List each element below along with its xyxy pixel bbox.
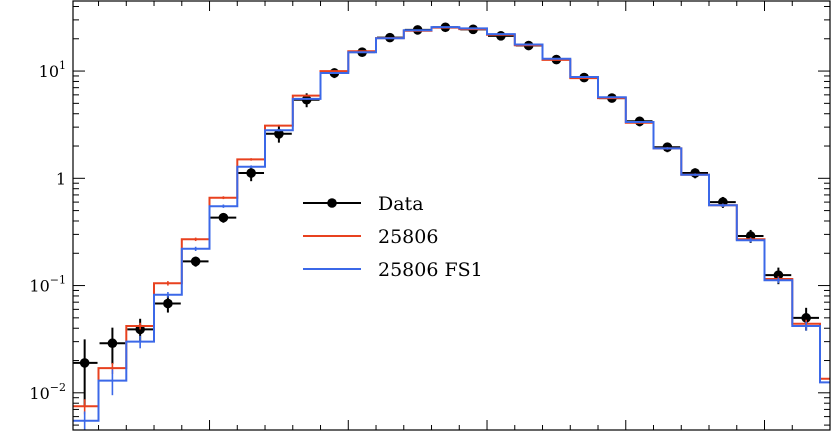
y-tick-label: 1: [56, 169, 66, 188]
y-tick-label: 10−1: [29, 274, 66, 296]
data-point: [135, 324, 145, 335]
data-point: [107, 338, 118, 349]
data-point: [274, 129, 284, 139]
tick-labels: 10−2 10−1 1 101: [29, 59, 66, 403]
data-point: [190, 256, 201, 267]
legend: Data 25806 25806 FS1: [303, 193, 483, 281]
data-point: [79, 358, 90, 368]
data-point: [163, 298, 173, 309]
data-point: [801, 313, 811, 323]
legend-label: 25806 FS1: [378, 259, 483, 281]
y-tick-label: 101: [39, 59, 66, 81]
data-point: [246, 168, 256, 178]
data-point: [773, 270, 784, 280]
tick-marks: [73, 1, 830, 430]
step-line: [73, 26, 830, 422]
series-25806: [73, 26, 830, 415]
data-point: [690, 168, 700, 178]
legend-label: Data: [378, 193, 424, 215]
y-tick-label: 10−2: [29, 381, 66, 403]
legend-marker: [327, 198, 337, 208]
legend-label: 25806: [378, 226, 438, 248]
data-point: [496, 31, 506, 41]
series-layer: [73, 22, 830, 430]
plot-frame: [72, 0, 831, 431]
data-point: [218, 212, 229, 223]
series-data: [73, 22, 820, 407]
series-25806-fs1: [73, 26, 830, 430]
step-line: [73, 26, 830, 408]
